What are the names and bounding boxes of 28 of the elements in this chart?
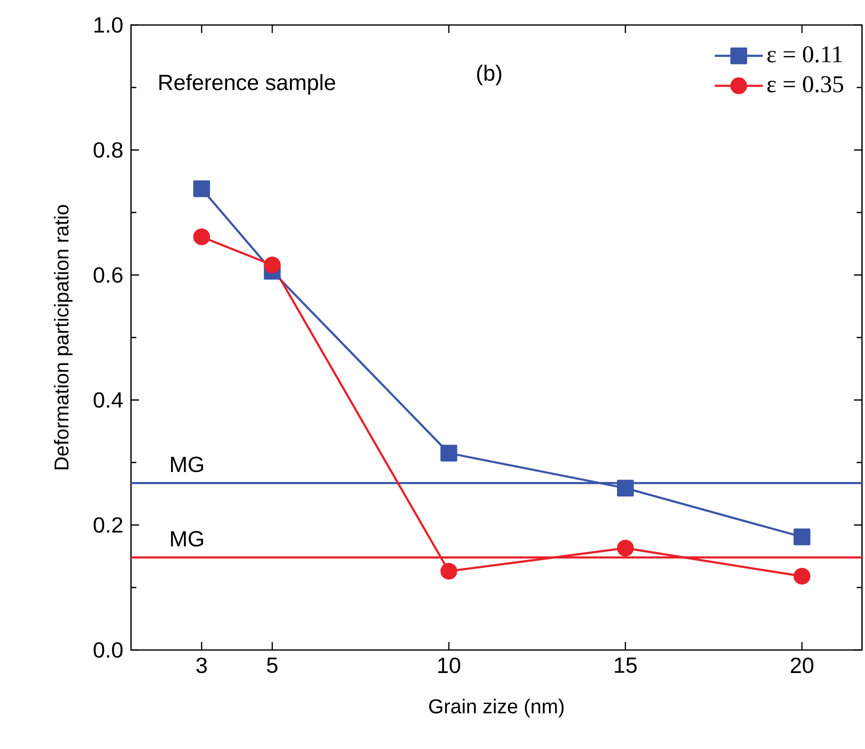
x-tick-label: 5 <box>267 658 278 673</box>
ref-line-label: MG <box>171 456 204 472</box>
y-tick-label: 0.0 <box>94 642 123 658</box>
annotation: Reference sample <box>159 74 336 95</box>
y-axis-title: Deformation participation ratio <box>54 204 73 470</box>
point <box>264 256 281 274</box>
point <box>193 180 210 198</box>
legend-label: ε = 0.11 <box>767 46 842 63</box>
annotation: (b) <box>477 64 502 86</box>
point <box>440 444 458 462</box>
y-tick-label: 1.0 <box>94 17 123 33</box>
legend-label: ε = 0.35 <box>767 76 844 92</box>
point <box>616 480 634 497</box>
x-tick-label: 15 <box>614 658 637 673</box>
point <box>794 528 810 546</box>
y-tick-label: 0.2 <box>94 517 122 533</box>
y-tick-label: 0.4 <box>94 392 123 408</box>
x-tick-label: 3 <box>196 658 207 674</box>
x-tick-label: 10 <box>438 658 460 674</box>
y-tick-label: 0.6 <box>94 267 122 283</box>
point <box>794 568 810 585</box>
x-tick-label: 20 <box>790 658 814 674</box>
ref-line-label: MG <box>171 530 204 547</box>
x-axis-title: Grain zize (nm) <box>429 698 564 718</box>
point <box>193 228 210 246</box>
y-tick-label: 0.8 <box>94 142 122 158</box>
point <box>616 540 634 557</box>
point <box>440 562 458 580</box>
